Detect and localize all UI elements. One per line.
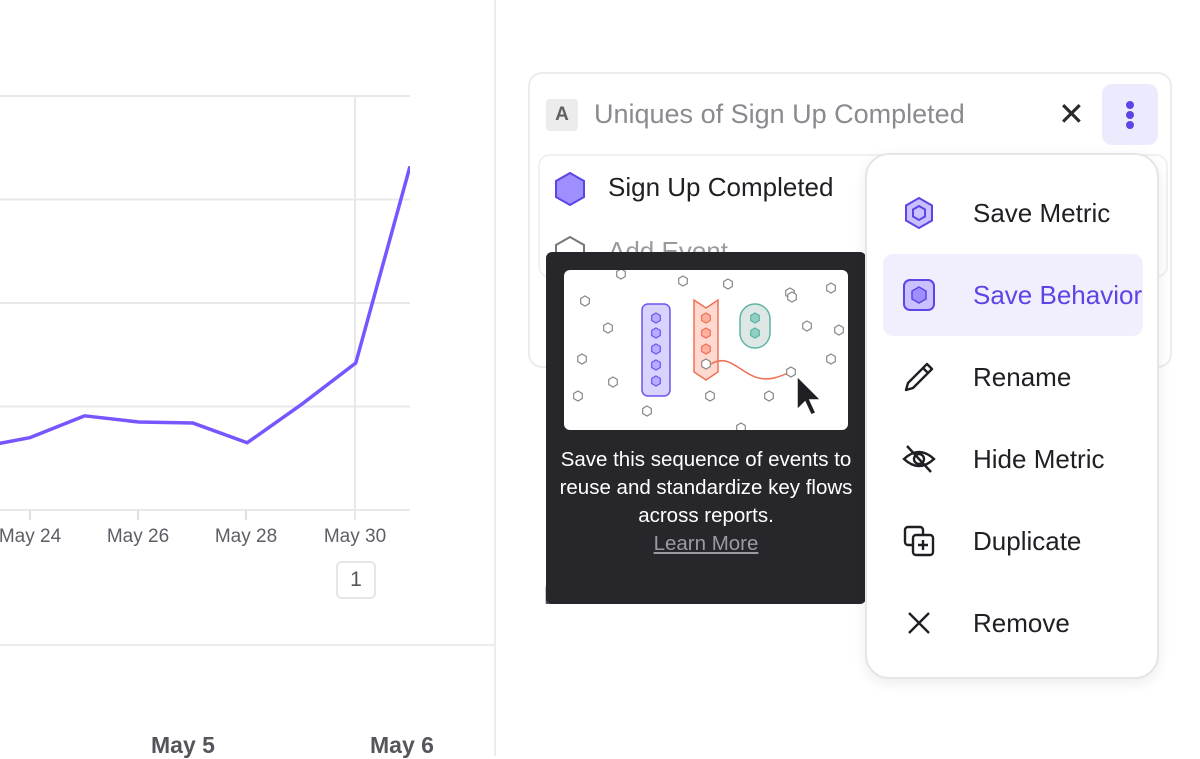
pencil-icon xyxy=(904,362,934,392)
hexagon-shape xyxy=(701,312,711,324)
hexagon-shape xyxy=(701,327,711,339)
hexagon-shape xyxy=(764,390,774,402)
behavior-illustration xyxy=(564,270,848,430)
hexagon-shape xyxy=(701,358,711,370)
menu-item-label: Rename xyxy=(973,361,1072,392)
metric-letter-badge: A xyxy=(546,99,578,131)
duplicate-icon xyxy=(903,525,935,557)
menu-item-label: Hide Metric xyxy=(973,443,1105,474)
panel-divider xyxy=(494,0,496,756)
date-label: May 6 xyxy=(370,732,434,758)
hexagon-shape xyxy=(705,390,715,402)
tooltip-text: Save this sequence of events to reuse an… xyxy=(559,448,853,527)
hexagon-shape xyxy=(678,275,688,287)
x-tick-label: May 30 xyxy=(323,526,387,547)
behavior-icon xyxy=(903,279,935,311)
hexagon-shape xyxy=(642,405,652,417)
hexagon-shape xyxy=(723,278,733,290)
hexagon-shape xyxy=(577,353,587,365)
event-hexagon-icon xyxy=(555,172,585,206)
hexagon-shape xyxy=(651,327,661,339)
hexagon-shape xyxy=(580,295,590,307)
hexagon-shape xyxy=(826,353,836,365)
hexagon-shape xyxy=(786,366,796,378)
menu-item-save-behavior[interactable]: Save Behavior xyxy=(883,254,1143,336)
cursor-icon xyxy=(796,374,823,416)
menu-item-label: Save Behavior xyxy=(973,279,1143,310)
hexagon-shape xyxy=(608,376,618,388)
menu-item-label: Save Metric xyxy=(973,197,1111,228)
save-behavior-tooltip: Save this sequence of events to reuse an… xyxy=(546,252,880,604)
x-tick-label: May 28 xyxy=(214,526,278,547)
hexagon-shape xyxy=(651,312,661,324)
close-icon[interactable]: ✕ xyxy=(1058,96,1085,132)
hexagon-shape xyxy=(787,291,797,303)
hexagon-shape xyxy=(616,270,626,280)
metric-options-menu: Save Metric Save Behavior Rename Hide Me… xyxy=(865,153,1159,679)
eye-off-icon xyxy=(902,445,936,473)
hexagon-shape xyxy=(834,324,844,336)
metric-title[interactable]: Uniques of Sign Up Completed xyxy=(594,99,965,129)
annotation-badge[interactable]: 1 xyxy=(336,561,376,599)
sequence-step xyxy=(693,298,719,381)
hexagon-shape xyxy=(750,327,760,339)
divider xyxy=(0,644,494,646)
hexagon-icon xyxy=(905,196,933,230)
menu-item-rename[interactable]: Rename xyxy=(883,336,1143,418)
x-tick-label: May 24 xyxy=(0,526,62,547)
flow-line xyxy=(710,360,791,380)
hexagon-shape xyxy=(701,343,711,355)
more-options-button[interactable] xyxy=(1102,84,1158,145)
menu-item-hide-metric[interactable]: Hide Metric xyxy=(883,418,1143,500)
hexagon-shape xyxy=(826,282,836,294)
close-icon xyxy=(908,612,930,634)
menu-item-label: Remove xyxy=(973,607,1070,638)
menu-item-save-metric[interactable]: Save Metric xyxy=(883,172,1143,254)
date-label: May 5 xyxy=(151,732,215,758)
learn-more-link[interactable]: Learn More xyxy=(653,532,759,555)
hexagon-shape xyxy=(651,343,661,355)
hexagon-shape xyxy=(651,359,661,371)
hexagon-shape xyxy=(573,390,583,402)
x-tick-label: May 26 xyxy=(106,526,170,547)
hexagon-shape xyxy=(736,422,746,430)
menu-item-label: Duplicate xyxy=(973,525,1082,556)
sequence-step xyxy=(739,303,771,349)
menu-item-remove[interactable]: Remove xyxy=(883,582,1143,664)
event-name[interactable]: Sign Up Completed xyxy=(608,172,834,202)
hexagon-shape xyxy=(802,320,812,332)
line-chart xyxy=(0,0,494,520)
hexagon-shape xyxy=(651,375,661,387)
hexagon-shape xyxy=(750,312,760,324)
series-line xyxy=(0,166,410,448)
hexagon-shape xyxy=(603,322,613,334)
menu-item-duplicate[interactable]: Duplicate xyxy=(883,500,1143,582)
